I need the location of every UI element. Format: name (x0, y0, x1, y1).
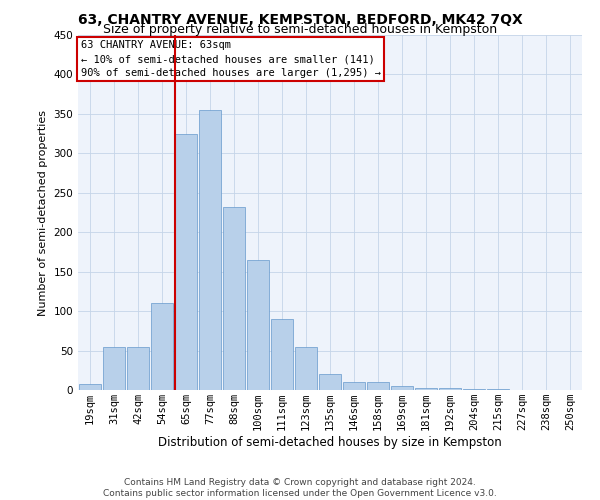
Text: 63 CHANTRY AVENUE: 63sqm
← 10% of semi-detached houses are smaller (141)
90% of : 63 CHANTRY AVENUE: 63sqm ← 10% of semi-d… (80, 40, 380, 78)
Bar (151, 303, 173, 390)
Bar (439, 388, 461, 390)
Bar (223, 207, 245, 390)
Text: Contains HM Land Registry data © Crown copyright and database right 2024.
Contai: Contains HM Land Registry data © Crown c… (103, 478, 497, 498)
Bar (175, 134, 197, 390)
Bar (199, 110, 221, 390)
Y-axis label: Number of semi-detached properties: Number of semi-detached properties (38, 110, 48, 316)
Bar (247, 260, 269, 390)
Text: 63, CHANTRY AVENUE, KEMPSTON, BEDFORD, MK42 7QX: 63, CHANTRY AVENUE, KEMPSTON, BEDFORD, M… (77, 12, 523, 26)
Bar (319, 374, 341, 390)
Bar (343, 382, 365, 390)
X-axis label: Distribution of semi-detached houses by size in Kempston: Distribution of semi-detached houses by … (158, 436, 502, 449)
Bar (271, 319, 293, 390)
Bar (295, 346, 317, 390)
Bar (79, 384, 101, 390)
Bar (127, 346, 149, 390)
Text: Size of property relative to semi-detached houses in Kempston: Size of property relative to semi-detach… (103, 22, 497, 36)
Bar (415, 388, 437, 390)
Bar (487, 389, 509, 390)
Bar (103, 346, 125, 390)
Bar (463, 389, 485, 390)
Bar (367, 382, 389, 390)
Bar (391, 386, 413, 390)
